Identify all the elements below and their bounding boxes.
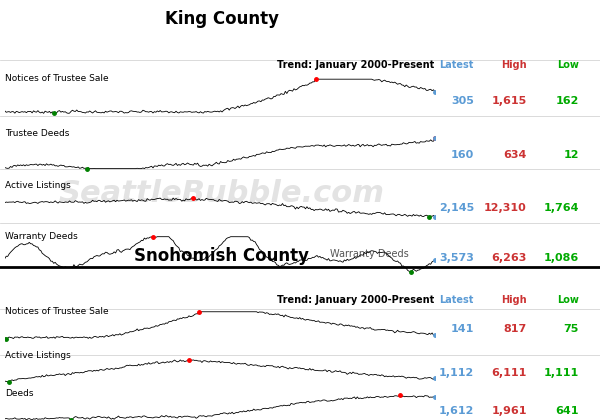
Text: 1,112: 1,112 <box>439 368 474 378</box>
Text: 6,263: 6,263 <box>491 253 527 263</box>
Text: Trend: January 2000-Present: Trend: January 2000-Present <box>277 295 434 305</box>
Text: 3,573: 3,573 <box>439 253 474 263</box>
Text: 141: 141 <box>451 324 474 333</box>
Text: High: High <box>501 60 527 70</box>
Text: Warranty Deeds: Warranty Deeds <box>5 232 77 241</box>
Text: 75: 75 <box>563 324 579 333</box>
Text: 6,111: 6,111 <box>491 368 527 378</box>
Text: Trend: January 2000-Present: Trend: January 2000-Present <box>277 60 434 70</box>
Text: Low: Low <box>557 60 579 70</box>
Text: 2,145: 2,145 <box>439 203 474 213</box>
Text: 1,961: 1,961 <box>491 406 527 415</box>
Text: Latest: Latest <box>440 295 474 305</box>
Text: King County: King County <box>165 10 279 29</box>
Text: Active Listings: Active Listings <box>5 351 71 360</box>
Text: Trustee Deeds: Trustee Deeds <box>5 129 69 138</box>
Text: 162: 162 <box>556 96 579 105</box>
Text: 1,615: 1,615 <box>491 96 527 105</box>
Text: Latest: Latest <box>440 60 474 70</box>
Text: 641: 641 <box>556 406 579 415</box>
Text: 1,086: 1,086 <box>544 253 579 263</box>
Text: Warranty Deeds: Warranty Deeds <box>330 249 409 259</box>
Text: 1,764: 1,764 <box>544 203 579 213</box>
Text: 1,612: 1,612 <box>439 406 474 415</box>
Text: 12,310: 12,310 <box>484 203 527 213</box>
Text: 12: 12 <box>563 150 579 160</box>
Text: 305: 305 <box>451 96 474 105</box>
Text: Notices of Trustee Sale: Notices of Trustee Sale <box>5 74 109 83</box>
Text: Active Listings: Active Listings <box>5 181 71 190</box>
Text: 634: 634 <box>503 150 527 160</box>
Text: 160: 160 <box>451 150 474 160</box>
Text: 817: 817 <box>503 324 527 333</box>
Text: Low: Low <box>557 295 579 305</box>
Text: 1,111: 1,111 <box>544 368 579 378</box>
Text: High: High <box>501 295 527 305</box>
Text: Notices of Trustee Sale: Notices of Trustee Sale <box>5 307 109 316</box>
Text: SeattleBubble.com: SeattleBubble.com <box>59 178 385 208</box>
Text: Deeds: Deeds <box>5 389 34 398</box>
Text: Snohomish County: Snohomish County <box>134 247 310 265</box>
